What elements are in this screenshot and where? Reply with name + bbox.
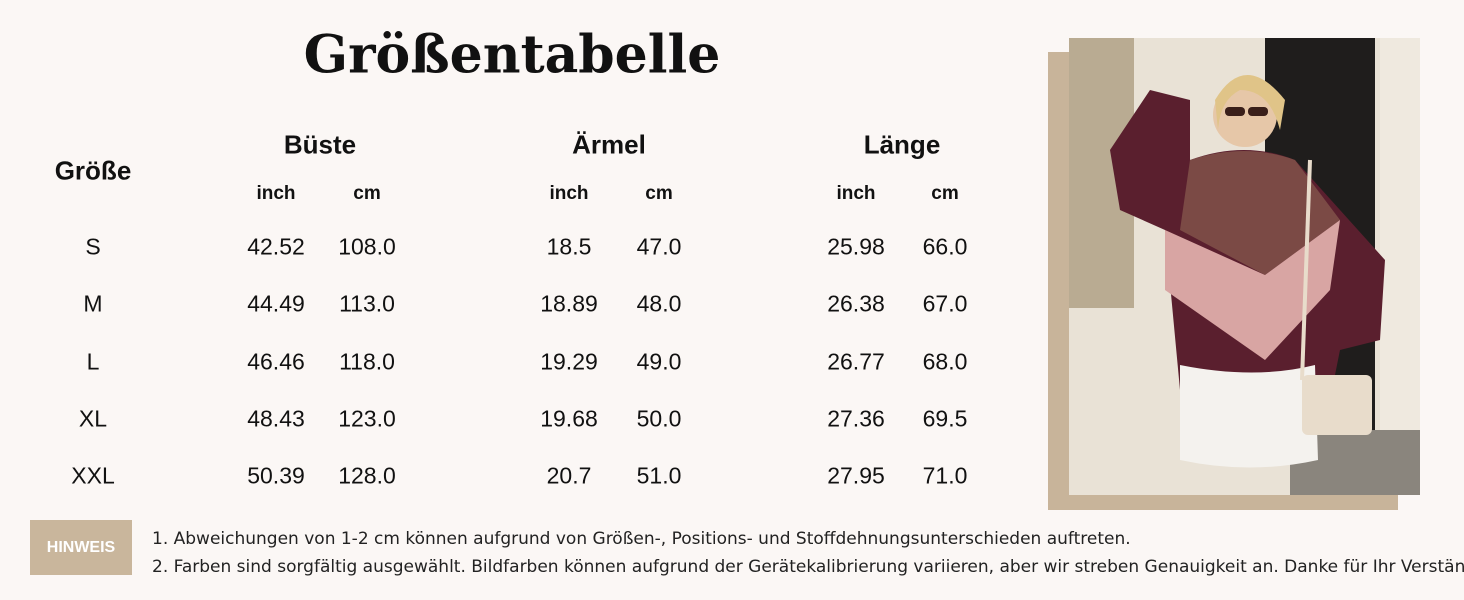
size-label: S [85, 233, 101, 260]
unit-header: inch [836, 183, 876, 204]
measurement: 48.43 [247, 405, 305, 432]
measurement: 50.0 [636, 405, 682, 432]
size-header: Größe [54, 155, 132, 186]
size-label: XXL [71, 462, 115, 489]
measurement: 25.98 [827, 233, 885, 260]
group-header: Ärmel [572, 129, 646, 160]
measurement: 26.77 [827, 348, 885, 375]
measurement: 51.0 [636, 462, 682, 489]
measurement: 123.0 [338, 405, 396, 432]
measurement: 44.49 [247, 290, 305, 317]
unit-header: inch [256, 183, 296, 204]
measurement: 71.0 [922, 462, 968, 489]
unit-header: cm [353, 183, 381, 204]
measurement: 47.0 [636, 233, 682, 260]
measurement: 19.29 [540, 348, 598, 375]
measurement: 20.7 [546, 462, 592, 489]
unit-header: cm [931, 183, 959, 204]
measurement: 19.68 [540, 405, 598, 432]
note-line: 2. Farben sind sorgfältig ausgewählt. Bi… [152, 557, 1464, 577]
measurement: 128.0 [338, 462, 396, 489]
size-label: XL [78, 405, 108, 432]
note-label: HINWEIS [30, 520, 132, 575]
measurement: 66.0 [922, 233, 968, 260]
size-label: M [83, 290, 103, 317]
measurement: 48.0 [636, 290, 682, 317]
measurement: 18.89 [540, 290, 598, 317]
note-line: 1. Abweichungen von 1-2 cm können aufgru… [152, 529, 1131, 549]
unit-header: inch [549, 183, 589, 204]
measurement: 46.46 [247, 348, 305, 375]
product-photo [1048, 38, 1420, 510]
measurement: 67.0 [922, 290, 968, 317]
size-label: L [86, 348, 100, 375]
measurement: 113.0 [339, 290, 395, 317]
measurement: 27.36 [827, 405, 885, 432]
measurement: 68.0 [922, 348, 968, 375]
measurement: 42.52 [247, 233, 305, 260]
group-header: Länge [863, 129, 941, 160]
measurement: 27.95 [827, 462, 885, 489]
unit-header: cm [645, 183, 673, 204]
measurement: 69.5 [922, 405, 968, 432]
measurement: 26.38 [827, 290, 885, 317]
measurement: 49.0 [636, 348, 682, 375]
measurement: 50.39 [247, 462, 305, 489]
measurement: 18.5 [546, 233, 592, 260]
measurement: 108.0 [338, 233, 396, 260]
group-header: Büste [283, 129, 357, 160]
measurement: 118.0 [339, 348, 395, 375]
title: Größentabelle [303, 24, 721, 86]
